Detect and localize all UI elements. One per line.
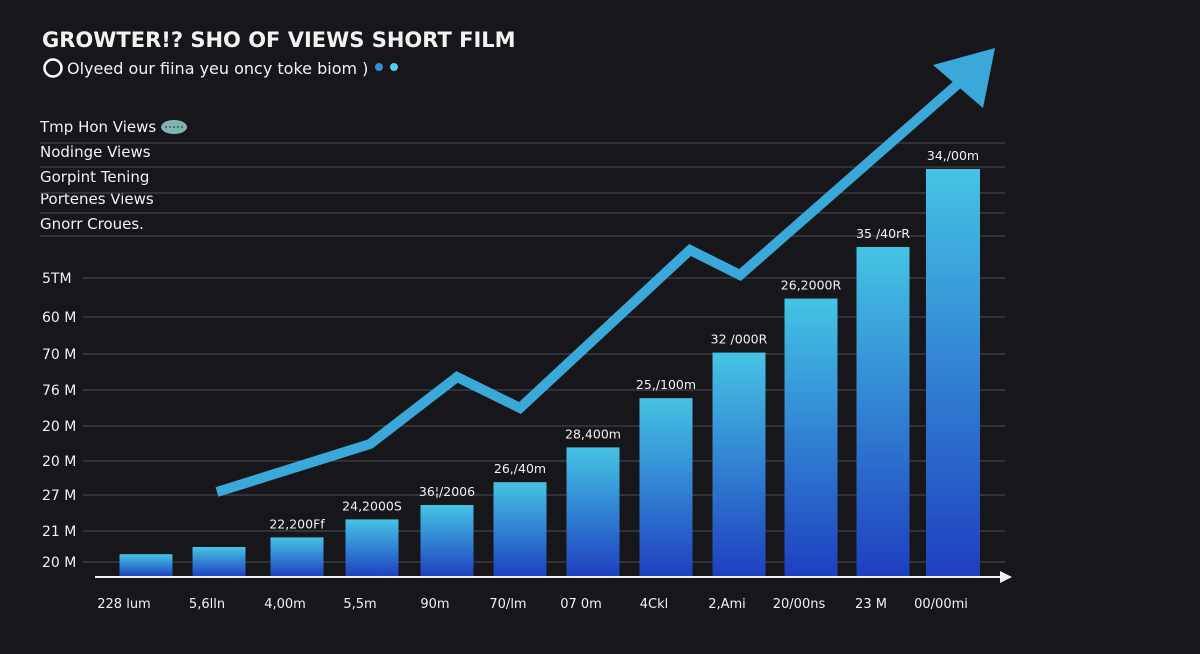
x-tick-label: 70/lm [489, 597, 526, 612]
chart-subtitle: Olyeed our fiina yeu oncy toke biom ) [67, 59, 368, 78]
bar-data-label: 36¦/2006 [419, 484, 475, 499]
bar-data-label: 24,2000S [342, 498, 402, 513]
bar-data-label: 34,/00m [927, 148, 979, 163]
lips-badge-icon [161, 120, 187, 134]
side-label: Nodinge Views [40, 143, 151, 161]
x-tick-label: 23 M [855, 597, 887, 612]
x-tick-label: 5,5m [343, 597, 376, 612]
chart-title: GROWTER!? SHO OF VIEWS SHORT FILM [42, 28, 516, 52]
bar-data-label: 26,/40m [494, 461, 546, 476]
bar [784, 298, 838, 577]
bar [192, 547, 246, 577]
legend-dot-2 [390, 63, 398, 71]
x-tick-label: 5,6lln [189, 597, 225, 612]
y-tick-label: 27 M [42, 488, 76, 504]
x-tick-label: 07 0m [560, 597, 602, 612]
x-tick-label: 00/00mi [914, 597, 968, 612]
bar [926, 169, 980, 577]
x-tick-label: 2,Ami [708, 597, 746, 612]
bar-data-label: 26,2000R [781, 278, 842, 293]
bar [270, 537, 324, 577]
bar-data-label: 32 /000R [711, 332, 768, 347]
bar-data-label: 35 /40rR [856, 226, 910, 241]
bar-data-label: 22,200Ff [269, 516, 325, 531]
trend-arrow-head-icon [933, 48, 995, 108]
bar [119, 554, 173, 577]
x-tick-label: 4,00m [264, 597, 306, 612]
x-tick-label: 20/00ns [773, 597, 826, 612]
side-label: Tmp Hon Views [39, 118, 156, 136]
x-tick-label: 4Ckl [640, 597, 669, 612]
x-tick-label: 228 lum [97, 597, 150, 612]
y-tick-label: 20 M [42, 419, 76, 435]
bar [566, 447, 620, 577]
y-tick-label: 20 M [42, 555, 76, 571]
bar [420, 505, 474, 577]
bar [345, 519, 399, 577]
y-tick-label: 70 M [42, 347, 76, 363]
bar [712, 352, 766, 577]
legend-dot-1 [375, 63, 383, 71]
y-tick-label: 21 M [42, 524, 76, 540]
y-tick-label: 60 M [42, 310, 76, 326]
bar [639, 398, 693, 577]
x-tick-label: 90m [420, 597, 449, 612]
side-label: Gnorr Croues. [40, 215, 144, 233]
subtitle-circle-icon [43, 58, 63, 78]
bar-data-label: 28,400m [565, 426, 621, 441]
x-axis-arrow-icon [1000, 571, 1012, 583]
y-tick-label: 76 M [42, 383, 76, 399]
trend-line [215, 65, 979, 497]
side-label: Portenes Views [40, 190, 154, 208]
bar [493, 482, 547, 577]
side-label: Gorpint Tening [40, 168, 149, 186]
y-tick-label: 5TM [42, 271, 72, 287]
bar [856, 247, 910, 577]
y-tick-label: 20 M [42, 454, 76, 470]
bar-data-label: 25,/100m [636, 377, 696, 392]
